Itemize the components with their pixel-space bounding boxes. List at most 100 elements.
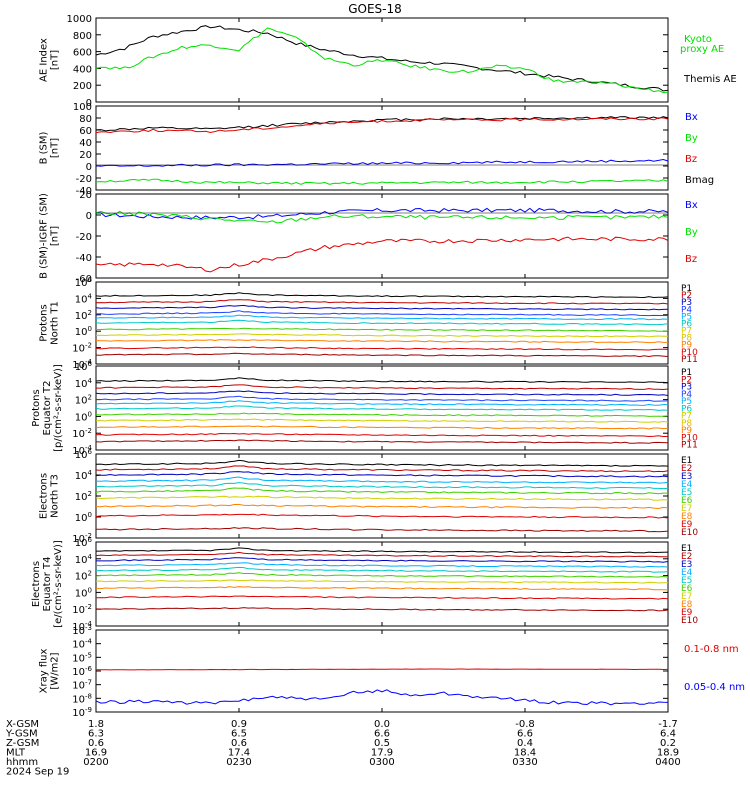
x-axis-value: 17.4 <box>228 748 250 759</box>
y-axis-label: Protons <box>31 389 42 426</box>
series-line <box>95 314 669 321</box>
x-axis-row-label: X-GSM <box>6 719 39 730</box>
legend-entry: P10 <box>681 348 698 358</box>
legend-entry: P11 <box>681 355 698 365</box>
legend-entry: Bx <box>685 112 698 123</box>
series-line <box>95 27 669 94</box>
y-axis-label: [e/(cm²-s-sr-keV)] <box>53 540 64 628</box>
x-axis-value: 0.9 <box>231 719 247 730</box>
x-axis-value: 6.3 <box>88 729 104 740</box>
y-tick-label: 10-2 <box>72 342 92 355</box>
series-line <box>95 304 669 311</box>
y-tick-label: 0 <box>86 98 92 109</box>
y-axis-label: Equator T2 <box>42 381 53 436</box>
x-axis-value: 6.4 <box>660 729 676 740</box>
legend-entry: P5 <box>681 397 692 407</box>
legend-entry: P7 <box>681 327 692 337</box>
y-tick-label: 10-3 <box>72 624 92 637</box>
y-tick-label: 0 <box>86 211 92 222</box>
y-axis-label: [p/(cm²-s-sr-keV)] <box>53 364 64 452</box>
x-axis-value: 0.2 <box>660 738 676 749</box>
x-axis-value: 0330 <box>512 757 537 768</box>
series-line <box>95 607 669 612</box>
panel-frame-0 <box>95 17 669 103</box>
y-tick-label: 104 <box>75 377 93 390</box>
legend-entry: E10 <box>681 528 698 538</box>
legend-entry: E4 <box>681 568 693 578</box>
series-line <box>95 579 668 584</box>
y-tick-label: 102 <box>75 490 92 503</box>
y-tick-label: 200 <box>73 81 92 92</box>
legend-entry: P9 <box>681 426 692 436</box>
x-axis-row-label: Y-GSM <box>5 729 38 740</box>
x-axis-value: 17.9 <box>371 748 393 759</box>
series-line <box>95 551 669 558</box>
x-axis-value: -0.8 <box>515 719 535 730</box>
y-tick-label: 104 <box>75 292 93 305</box>
chart-title: GOES-18 <box>348 2 402 16</box>
series-line <box>95 432 668 438</box>
x-axis-value: 18.9 <box>657 748 679 759</box>
series-line <box>95 465 669 473</box>
series-line <box>95 319 669 326</box>
y-axis-label: [nT] <box>50 226 61 246</box>
y-tick-label: 10-5 <box>72 651 92 664</box>
series-line <box>95 504 669 510</box>
legend-entry: E5 <box>681 576 692 586</box>
x-axis-value: 18.4 <box>514 748 536 759</box>
x-axis-value: 0230 <box>226 757 251 768</box>
y-axis-label: [nT] <box>50 50 61 70</box>
x-axis-value: 1.8 <box>88 719 104 730</box>
legend-entry: Kyoto <box>684 34 712 45</box>
x-axis-row-label: Z-GSM <box>6 738 39 749</box>
y-axis-label: B (SM) <box>39 131 50 164</box>
legend-entry: E2 <box>681 552 692 562</box>
x-axis-value: 0400 <box>655 757 680 768</box>
y-axis-label: Xray flux <box>39 649 50 694</box>
x-axis-row-label: 2024 Sep 19 <box>6 767 69 778</box>
legend-entry: E7 <box>681 504 692 514</box>
series-line <box>95 572 669 578</box>
y-tick-label: 10-8 <box>72 692 92 705</box>
y-tick-label: 10-4 <box>72 638 92 651</box>
y-axis-label: North T3 <box>50 474 61 518</box>
series-line <box>95 412 669 417</box>
y-tick-label: 10-2 <box>72 427 92 440</box>
y-tick-label: 10-4 <box>72 620 92 633</box>
legend-entry: E5 <box>681 488 692 498</box>
series-line <box>95 377 669 384</box>
y-tick-label: 1000 <box>67 14 92 25</box>
legend-entry: E10 <box>681 616 698 626</box>
x-axis-row-label: MLT <box>6 748 26 759</box>
legend-entry: P3 <box>681 298 692 308</box>
legend-entry: P1 <box>681 368 692 378</box>
y-tick-label: 60 <box>79 126 92 137</box>
legend-entry: P3 <box>681 383 692 393</box>
y-axis-label: Equator T4 <box>42 557 53 612</box>
y-axis-label: [W/m2] <box>50 652 61 689</box>
legend-entry: P10 <box>681 433 698 443</box>
y-tick-label: 102 <box>75 394 92 407</box>
series-line <box>95 439 669 444</box>
series-line <box>96 668 669 671</box>
series-line <box>95 495 669 501</box>
y-tick-label: 106 <box>75 536 93 549</box>
series-line <box>95 400 668 406</box>
y-tick-label: 80 <box>79 114 92 125</box>
y-tick-label: 10-6 <box>72 665 92 678</box>
legend-entry: By <box>685 133 698 144</box>
panel-frame-1 <box>95 105 669 191</box>
y-tick-label: 0 <box>86 162 92 173</box>
legend-entry: Bz <box>685 154 697 165</box>
series-line <box>96 384 669 391</box>
legend-entry: E2 <box>681 464 692 474</box>
legend-entry: P4 <box>681 390 692 400</box>
series-line <box>95 299 669 305</box>
y-tick-label: 106 <box>75 448 93 461</box>
y-tick-label: 100 <box>75 325 92 338</box>
y-tick-label: 20 <box>79 150 92 161</box>
series-line <box>95 586 669 591</box>
y-tick-label: 600 <box>73 48 92 59</box>
legend-entry: E1 <box>681 544 692 554</box>
legend-entry: E6 <box>681 496 693 506</box>
